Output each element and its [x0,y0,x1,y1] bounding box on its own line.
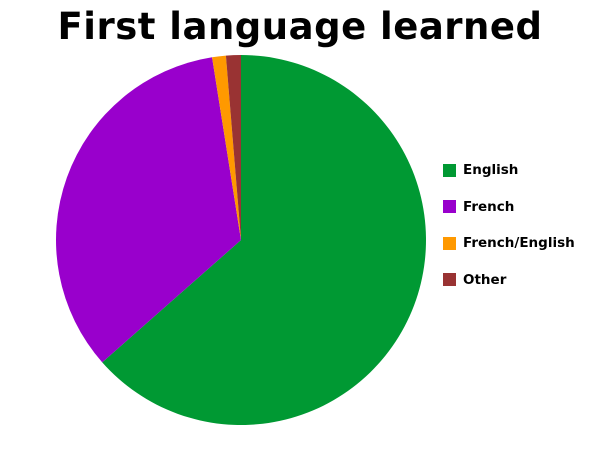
pie-slice-english [102,55,427,425]
pie-slice-french [56,57,241,363]
legend-item-french: French [443,197,575,217]
legend-label-other: Other [463,271,507,288]
legend-swatch-other [443,273,456,286]
pie-slice-french-english [212,55,241,240]
legend-swatch-french-english [443,236,456,250]
legend-label-english: English [463,162,519,178]
legend: English French French/English Other [443,160,575,306]
legend-item-french-english: French/English [443,233,575,253]
pie-slice-other [225,55,241,240]
legend-label-french: French [463,198,515,215]
legend-swatch-english [443,163,456,177]
chart-title: First language learned [57,5,543,48]
legend-swatch-french [443,200,456,213]
legend-label-french-english: French/English [463,235,575,251]
legend-item-english: English [443,160,575,180]
legend-item-other: Other [443,270,575,290]
pie-slices [56,55,427,425]
